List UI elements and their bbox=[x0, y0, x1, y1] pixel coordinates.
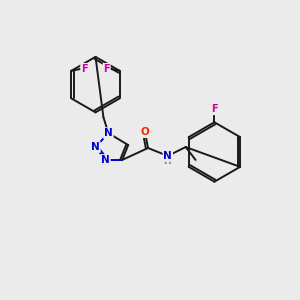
Text: H: H bbox=[163, 158, 171, 166]
Text: F: F bbox=[81, 64, 88, 74]
Text: F: F bbox=[103, 64, 110, 74]
Text: F: F bbox=[211, 104, 218, 114]
Text: N: N bbox=[104, 128, 113, 138]
Text: O: O bbox=[141, 127, 149, 137]
Text: N: N bbox=[164, 151, 172, 161]
Text: N: N bbox=[101, 155, 110, 165]
Text: N: N bbox=[91, 142, 100, 152]
